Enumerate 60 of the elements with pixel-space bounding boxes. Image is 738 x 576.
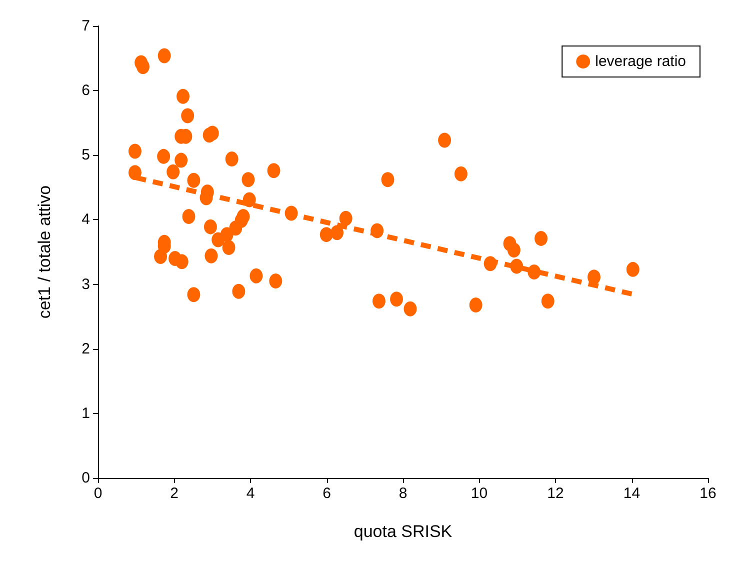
point (541, 294, 554, 309)
y-tick-label: 0 (82, 470, 90, 486)
point (204, 219, 217, 234)
point (222, 240, 236, 255)
point (381, 172, 394, 188)
point (269, 274, 282, 289)
x-tick-label: 14 (623, 485, 640, 502)
point (175, 254, 188, 270)
y-axis-title: cet1 / totale attivo (35, 185, 54, 319)
point (128, 144, 142, 159)
point (174, 152, 188, 168)
point (187, 287, 200, 302)
y-tick-label: 2 (82, 340, 90, 358)
x-axis-title: quota SRISK (354, 522, 453, 541)
point (390, 292, 404, 307)
x-tick-label: 8 (398, 485, 408, 502)
point (320, 227, 333, 242)
y-tick-label: 3 (82, 276, 90, 293)
point (204, 248, 218, 264)
x-tick-label: 0 (94, 485, 102, 502)
point (469, 297, 482, 312)
point (176, 88, 190, 104)
point (534, 230, 548, 246)
point (158, 48, 171, 64)
point (206, 126, 219, 141)
point (212, 232, 225, 248)
y-tick-label: 6 (82, 82, 90, 100)
point (438, 132, 452, 148)
x-tick-label: 12 (547, 485, 564, 502)
point (339, 210, 352, 226)
x-tick-label: 16 (700, 485, 716, 502)
y-tick-label: 1 (82, 404, 90, 422)
point (187, 172, 200, 188)
point (232, 284, 246, 299)
point (136, 59, 150, 74)
point (267, 163, 280, 178)
point (330, 225, 344, 240)
x-tick-label: 2 (170, 485, 178, 502)
point (225, 152, 238, 167)
x-tick-label: 6 (322, 485, 331, 502)
point (181, 108, 194, 124)
point (154, 249, 168, 264)
point (626, 262, 640, 277)
point (242, 172, 255, 188)
point (182, 208, 196, 224)
legend-label: leverage ratio (595, 53, 686, 70)
point (372, 294, 386, 309)
point (157, 148, 170, 164)
point (250, 268, 263, 284)
point (507, 242, 520, 258)
y-tick-label: 5 (82, 146, 90, 164)
y-tick-label: 7 (82, 18, 90, 34)
point (128, 165, 142, 180)
point (166, 164, 180, 180)
y-tick-label: 4 (82, 211, 90, 228)
point (454, 166, 468, 182)
x-tick-label: 4 (246, 485, 255, 502)
x-tick-label: 10 (470, 485, 488, 502)
point (588, 270, 601, 285)
point (404, 301, 417, 316)
